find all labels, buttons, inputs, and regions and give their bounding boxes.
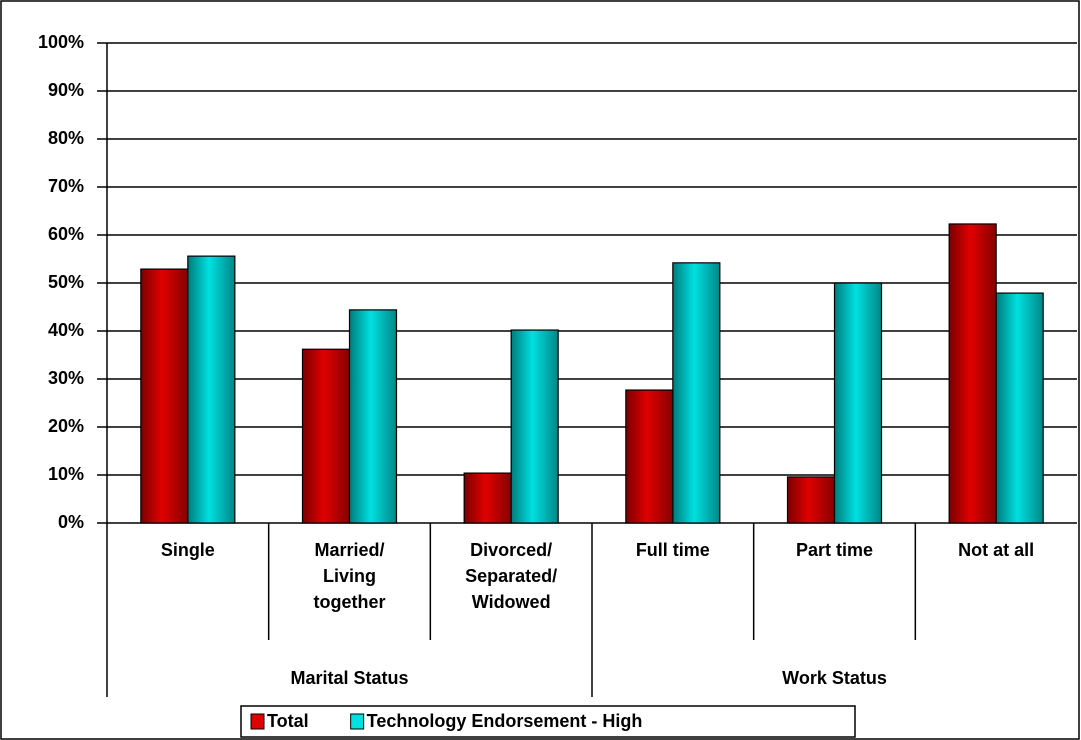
bar-shade — [996, 293, 1044, 523]
y-tick-label: 50% — [48, 272, 84, 292]
x-tick-label: Single — [160, 540, 215, 560]
y-tick-label: 60% — [48, 224, 84, 244]
bar-shade — [464, 473, 512, 523]
y-tick-label: 80% — [48, 128, 84, 148]
group-label: Work Status — [782, 668, 887, 688]
bar-shade — [511, 330, 559, 523]
legend-swatch — [350, 713, 365, 730]
y-tick-label: 40% — [48, 320, 84, 340]
y-tick-label: 20% — [48, 416, 84, 436]
legend-swatch — [250, 713, 265, 730]
bar-shade — [949, 223, 997, 523]
legend-label: Technology Endorsement - High — [367, 711, 643, 731]
group-label: Marital Status — [290, 668, 408, 688]
y-tick-label: 70% — [48, 176, 84, 196]
legend-label: Total — [267, 711, 309, 731]
x-tick-label: Divorced/ Separated/ Widowed — [465, 540, 558, 612]
y-tick-label: 90% — [48, 80, 84, 100]
x-tick-label: Full time — [635, 540, 710, 560]
y-tick-label: 0% — [58, 512, 84, 532]
bar-shade — [349, 309, 397, 523]
bar-shade — [302, 349, 350, 523]
x-tick-label: Married/ Living together — [313, 540, 386, 612]
bar-shade — [625, 390, 673, 523]
y-tick-label: 10% — [48, 464, 84, 484]
legend-box — [240, 705, 856, 738]
bar-shade — [787, 476, 835, 523]
x-tick-label: Part time — [795, 540, 874, 560]
bar-shade — [187, 256, 235, 523]
y-tick-label: 100% — [38, 32, 84, 52]
x-tick-label: Not at all — [958, 540, 1035, 560]
bar-shade — [834, 283, 882, 523]
bar-shade — [140, 269, 188, 523]
bar-shade — [672, 262, 720, 523]
y-tick-label: 30% — [48, 368, 84, 388]
